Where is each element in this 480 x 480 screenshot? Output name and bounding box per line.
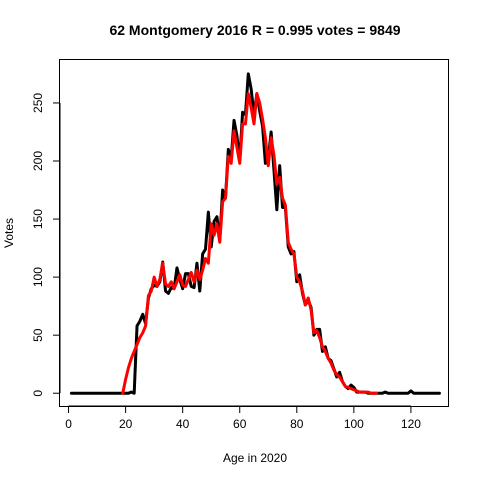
y-tick-label: 150 — [31, 209, 45, 229]
y-tick-label: 100 — [31, 267, 45, 287]
x-tick-label: 20 — [119, 417, 133, 431]
x-tick-label: 100 — [344, 417, 364, 431]
x-tick-label: 60 — [233, 417, 247, 431]
chart-title: 62 Montgomery 2016 R = 0.995 votes = 984… — [109, 22, 400, 38]
x-axis-label: Age in 2020 — [223, 451, 287, 465]
x-axis: 0 20 40 60 80 100 120 — [65, 405, 421, 431]
y-tick-label: 50 — [31, 328, 45, 342]
y-tick-label: 0 — [31, 390, 45, 397]
x-tick-label: 0 — [65, 417, 72, 431]
x-tick-label: 120 — [401, 417, 421, 431]
series-group — [69, 72, 441, 395]
y-axis-label: Votes — [2, 218, 16, 248]
series-line-2 — [121, 92, 379, 395]
y-axis: 0 50 100 150 200 250 — [31, 93, 61, 397]
y-tick-label: 250 — [31, 93, 45, 113]
y-tick-label: 200 — [31, 151, 45, 171]
x-tick-label: 80 — [290, 417, 304, 431]
x-tick-label: 40 — [176, 417, 190, 431]
